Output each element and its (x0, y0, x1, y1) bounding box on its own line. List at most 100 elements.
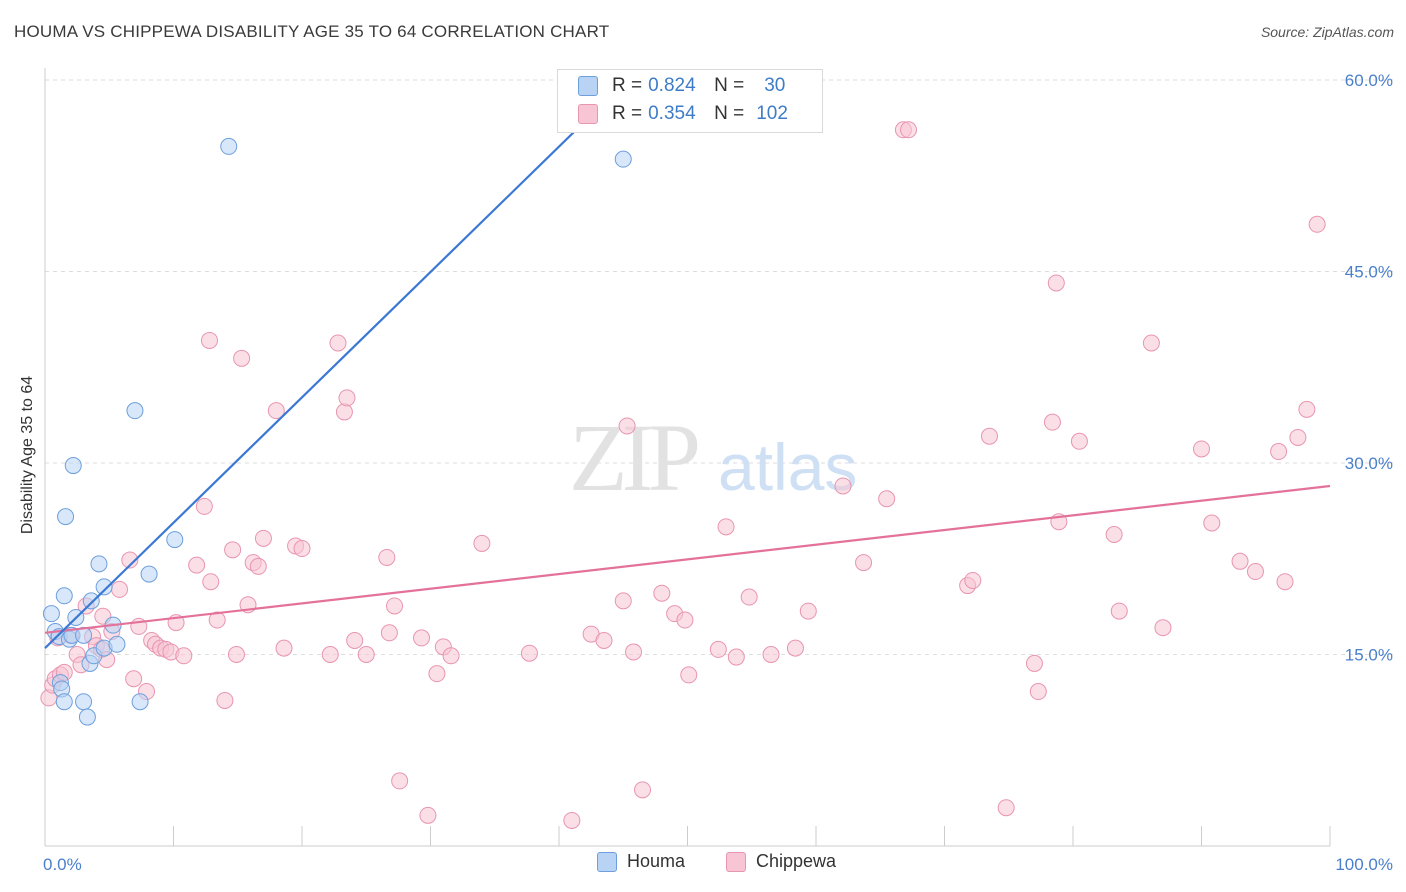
chippewa-point (202, 573, 220, 591)
houma-point (55, 587, 73, 605)
chippewa-point (1270, 443, 1288, 461)
chippewa-point (1047, 274, 1065, 292)
chippewa-point (1110, 602, 1128, 620)
houma-trend-line (44, 88, 619, 649)
houma-point (90, 555, 108, 573)
chippewa-point (964, 571, 982, 589)
legend-row-houma: R = 0.824 N = 30 (578, 73, 785, 99)
chippewa-point (1231, 552, 1249, 570)
series-legend: Houma Chippewa (0, 851, 1406, 879)
chippewa-point (799, 602, 817, 620)
chippewa-point (762, 646, 780, 663)
chippewa-point (1043, 413, 1061, 431)
chippewa-point (786, 639, 804, 657)
chippewa-point (1203, 514, 1221, 532)
chippewa-point (709, 640, 727, 658)
houma-point (82, 592, 100, 610)
n-label: N = (714, 75, 745, 96)
chippewa-point (676, 611, 694, 629)
n-value: 102 (756, 103, 788, 124)
houma-point (108, 635, 126, 653)
legend-label-chippewa: Chippewa (756, 851, 837, 871)
r-label: R = (612, 103, 643, 124)
houma-point (614, 150, 632, 168)
chippewa-point (834, 477, 852, 495)
chippewa-point (378, 548, 396, 566)
chippewa-point (125, 670, 143, 688)
chippewa-point (413, 629, 431, 647)
tick-labels: 15.0% 30.0% 45.0% 60.0% 0.0% 100.0% (43, 71, 1393, 874)
chippewa-swatch (726, 851, 746, 872)
chippewa-point (1298, 400, 1316, 418)
chippewa-point (473, 534, 491, 552)
chippewa-point (980, 427, 998, 445)
chippewa-point (267, 402, 285, 420)
chippewa-point (1105, 525, 1123, 543)
legend-row-chippewa: R = 0.354 N = 102 (578, 101, 788, 127)
chippewa-point (391, 772, 409, 790)
chippewa-point (1142, 334, 1160, 352)
chippewa-point (249, 557, 267, 575)
y-tick-label: 60.0% (1345, 71, 1393, 90)
x-tick-label: 100.0% (1335, 855, 1393, 874)
houma-points (42, 103, 632, 726)
legend-item-chippewa[interactable]: Chippewa (726, 851, 836, 872)
chippewa-point (200, 331, 218, 349)
chippewa-point (357, 646, 375, 663)
chippewa-point (595, 631, 613, 649)
chippewa-point (1025, 654, 1043, 672)
chippewa-point (625, 643, 643, 661)
chippewa-point (1029, 683, 1047, 701)
chippewa-point (338, 389, 356, 407)
chippewa-point (195, 497, 213, 515)
chippewa-point (321, 646, 339, 663)
houma-point (42, 605, 60, 623)
chippewa-point (346, 631, 364, 649)
chippewa-point (520, 644, 538, 662)
n-label: N = (714, 103, 745, 124)
houma-swatch (578, 76, 598, 96)
chippewa-point (717, 518, 735, 536)
chippewa-point (386, 597, 404, 615)
houma-point (75, 693, 93, 711)
chippewa-point (1193, 440, 1210, 458)
chippewa-point (614, 592, 632, 610)
chippewa-point (1154, 619, 1172, 637)
chippewa-point (428, 665, 446, 683)
chippewa-point (653, 584, 671, 602)
chippewa-point (997, 799, 1015, 817)
chippewa-point (1070, 432, 1088, 450)
houma-point (131, 693, 149, 711)
chippewa-point (233, 349, 251, 367)
chippewa-swatch (578, 104, 598, 124)
legend-label-houma: Houma (627, 851, 686, 871)
trend-lines (44, 88, 1331, 649)
chippewa-point (335, 403, 353, 421)
houma-point (166, 531, 184, 549)
chippewa-point (329, 334, 347, 352)
chippewa-point (419, 806, 437, 824)
chippewa-point (727, 648, 745, 666)
houma-point (220, 137, 238, 155)
chippewa-point (900, 121, 918, 139)
chippewa-point (111, 580, 129, 598)
r-label: R = (612, 75, 643, 96)
y-tick-label: 45.0% (1345, 263, 1393, 282)
n-value: 30 (764, 75, 786, 96)
chippewa-point (442, 647, 460, 665)
chippewa-point (1308, 215, 1326, 233)
chippewa-point (227, 646, 245, 663)
chippewa-point (293, 540, 311, 558)
houma-swatch (597, 851, 617, 872)
chippewa-point (254, 529, 272, 547)
chippewa-point (618, 417, 636, 435)
chippewa-point (216, 691, 234, 709)
x-tick-label: 0.0% (43, 855, 82, 874)
watermark: ZIP atlas (569, 404, 857, 511)
legend-item-houma[interactable]: Houma (597, 851, 685, 872)
chippewa-point (380, 624, 398, 642)
chippewa-point (121, 551, 139, 569)
chippewa-point (275, 639, 293, 657)
chippewa-point (855, 554, 873, 572)
